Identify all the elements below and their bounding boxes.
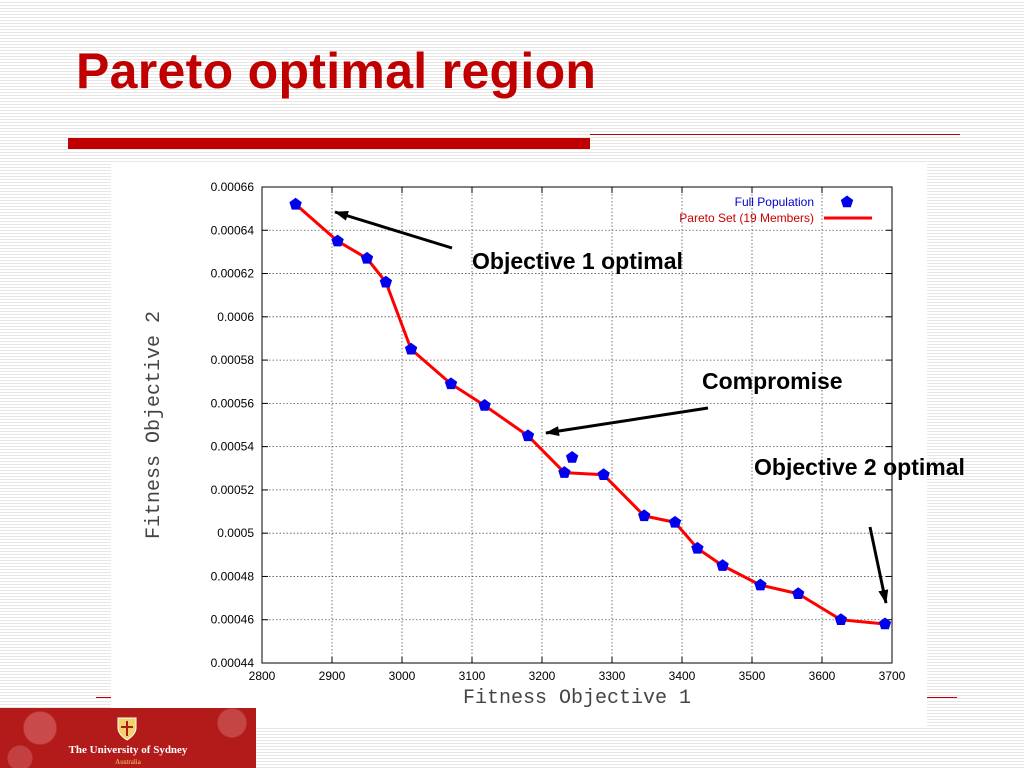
bottom-rule-right — [927, 697, 957, 698]
slide-title: Pareto optimal region — [76, 43, 597, 99]
annotation-objective-2-optimal: Objective 2 optimal — [754, 454, 965, 480]
x-tick-label: 2800 — [249, 669, 276, 683]
y-tick-label: 0.00064 — [211, 223, 255, 237]
population-point — [691, 541, 704, 554]
population-point — [597, 468, 610, 481]
arrow-objective-2 — [868, 526, 889, 604]
population-point — [792, 587, 805, 600]
x-tick-label: 3000 — [389, 669, 416, 683]
population-point — [444, 377, 458, 390]
university-country: Australia — [115, 758, 141, 766]
population-point — [668, 515, 682, 528]
pareto-chart: 2800 2900 3000 3100 3200 3300 3400 3500 3600 3700… — [143, 180, 906, 710]
population-point — [716, 559, 729, 571]
population-point — [638, 509, 651, 522]
title-rule-thick — [68, 138, 590, 149]
annotation-objective-1-optimal: Objective 1 optimal — [472, 248, 683, 274]
population-point — [565, 450, 579, 463]
university-name: The University of Sydney — [68, 744, 188, 756]
y-tick-label: 0.00044 — [211, 656, 255, 670]
population-point — [558, 466, 571, 478]
x-tick-label: 3600 — [809, 669, 836, 683]
population-point — [379, 275, 393, 288]
x-tick-label: 3700 — [879, 669, 906, 683]
population-point — [878, 617, 892, 630]
population-point — [360, 251, 374, 264]
x-tick-label: 3200 — [529, 669, 556, 683]
population-point — [754, 578, 767, 591]
arrow-objective-1 — [334, 210, 453, 250]
legend-label-pareto-set: Pareto Set (19 Members) — [679, 211, 814, 225]
population-point — [404, 342, 418, 355]
annotation-compromise: Compromise — [702, 368, 843, 394]
x-tick-label: 2900 — [319, 669, 346, 683]
y-tick-label: 0.00058 — [211, 353, 255, 367]
y-tick-label: 0.00048 — [211, 569, 255, 583]
title-rule-thin — [590, 134, 960, 135]
arrow-compromise — [545, 406, 709, 436]
population-point — [521, 429, 535, 442]
population-point — [289, 197, 302, 210]
y-tick-label: 0.00054 — [211, 440, 255, 454]
y-tick-label: 0.0005 — [217, 526, 254, 540]
legend-marker-pentagon — [840, 195, 854, 208]
x-axis-label: Fitness Objective 1 — [463, 687, 691, 710]
plot-frame — [261, 186, 893, 664]
chart-panel: 2800 2900 3000 3100 3200 3300 3400 3500 3600 3700… — [111, 164, 927, 726]
population-point — [834, 613, 848, 625]
bottom-rule-left — [96, 697, 111, 698]
x-tick-label: 3300 — [599, 669, 626, 683]
legend-label-full-population: Full Population — [735, 195, 814, 209]
university-logo: The University of Sydney Australia — [0, 708, 256, 768]
y-axis-label: Fitness Objective 2 — [143, 311, 166, 539]
x-tick-label: 3500 — [739, 669, 766, 683]
y-tick-label: 0.00066 — [211, 180, 255, 194]
y-tick-label: 0.00062 — [211, 267, 255, 281]
crest-icon — [117, 717, 137, 741]
x-tick-label: 3100 — [459, 669, 486, 683]
y-tick-label: 0.00052 — [211, 483, 255, 497]
y-tick-label: 0.0006 — [217, 310, 254, 324]
y-tick-label: 0.00046 — [211, 613, 255, 627]
population-point — [478, 399, 491, 411]
y-tick-label: 0.00056 — [211, 396, 255, 410]
population-point — [331, 234, 344, 247]
x-tick-label: 3400 — [669, 669, 696, 683]
